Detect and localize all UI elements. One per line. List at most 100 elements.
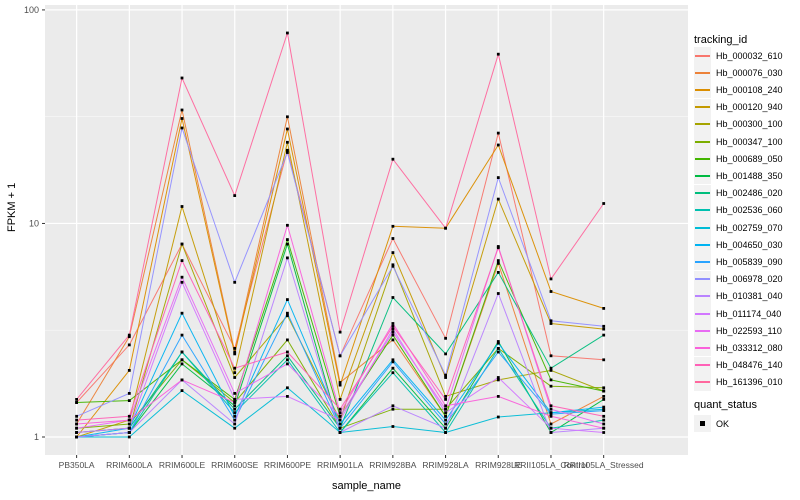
legend-item-label: Hb_001488_350 [716,170,783,181]
legend-item-Hb_000108_240[interactable]: Hb_000108_240 [694,81,783,99]
legend-key-swatch [694,81,711,99]
legend-item-label: Hb_000108_240 [716,84,783,95]
legend-item-Hb_002536_060[interactable]: Hb_002536_060 [694,201,783,219]
data-point [391,338,395,342]
legend-key-swatch [694,236,711,254]
data-point [391,264,395,268]
data-point [75,418,78,422]
data-point [602,327,606,331]
legend-item-Hb_000032_610[interactable]: Hb_000032_610 [694,47,783,64]
data-point [391,224,395,228]
data-point [496,52,500,56]
legend-title-tracking-id: tracking_id [694,34,748,46]
legend-item-label: Hb_002536_060 [716,205,783,216]
data-point [75,435,78,439]
legend-item-Hb_010381_040[interactable]: Hb_010381_040 [694,287,783,305]
data-point [127,399,131,402]
y-axis-title: FPKM + 1 [6,182,18,232]
legend-key-swatch [694,253,711,271]
legend-item-label: Hb_048476_140 [716,360,783,371]
legend-item-Hb_002759_070[interactable]: Hb_002759_070 [694,219,783,236]
data-point [75,401,78,404]
data-point [444,407,447,411]
legend-item-Hb_000300_100[interactable]: Hb_000300_100 [694,115,783,133]
legend-item-label: Hb_010381_040 [716,291,783,302]
legend-key-swatch [694,133,711,150]
data-point [549,422,553,426]
legend-item-Hb_161396_010[interactable]: Hb_161396_010 [694,373,783,391]
data-point [444,422,447,426]
data-point [286,127,289,131]
y-tick-label: 10 [29,218,39,228]
legend-item-Hb_000347_100[interactable]: Hb_000347_100 [694,133,783,150]
legend-line-icon [695,209,710,212]
legend-item-label: Hb_000120_940 [716,102,783,113]
data-point [180,389,184,392]
legend-line-icon [695,54,710,57]
data-point [338,422,342,426]
legend-item-label: Hb_000689_050 [716,153,783,164]
data-point [391,324,395,328]
data-point [549,411,553,415]
y-tick-label: 100 [24,5,39,15]
data-point [180,117,184,120]
data-point [286,395,289,398]
x-tick-label: RRIM600LA [106,460,153,470]
legend-line-icon [695,71,710,74]
x-tick-label: RRIM600PE [264,460,312,470]
legend-item-Hb_011174_040[interactable]: Hb_011174_040 [694,305,781,322]
legend-item-label: Hb_000300_100 [716,119,783,130]
data-point [180,259,184,262]
legend-title-quant-status: quant_status [694,399,757,411]
legend-key-swatch [694,270,711,288]
data-point [286,31,289,35]
data-point [338,414,342,418]
data-point [338,407,342,411]
data-point [180,362,184,366]
legend-item-Hb_000120_940[interactable]: Hb_000120_940 [694,98,783,116]
data-point [286,151,289,154]
data-point [444,373,447,377]
data-point [444,431,447,434]
legend-item-Hb_048476_140[interactable]: Hb_048476_140 [694,356,783,374]
legend-item-Hb_006978_020[interactable]: Hb_006978_020 [694,270,783,288]
legend-item-Hb_001488_350[interactable]: Hb_001488_350 [694,167,783,185]
data-point [496,271,500,274]
legend-item-Hb_005839_090[interactable]: Hb_005839_090 [694,253,783,271]
data-point [338,426,342,430]
data-point [496,347,500,350]
legend-key-swatch [694,373,711,391]
legend-item-label: Hb_005839_090 [716,256,783,267]
data-point [286,358,289,362]
legend-item-Hb_002486_020[interactable]: Hb_002486_020 [694,184,783,202]
legend-item-Hb_000689_050[interactable]: Hb_000689_050 [694,150,783,168]
plot-panel [45,5,688,455]
data-point [233,398,237,401]
data-point [602,398,606,401]
data-point [549,354,553,358]
quant-legend-item-OK[interactable]: OK [694,415,729,432]
data-point [602,407,606,411]
data-point [338,381,342,384]
data-point [286,362,289,366]
data-point [496,246,500,250]
data-point [391,157,395,161]
data-point [338,330,342,334]
data-point [496,341,500,345]
legend-item-Hb_033312_080[interactable]: Hb_033312_080 [694,339,783,357]
data-point [549,378,553,382]
data-point [444,411,447,415]
data-point [180,280,184,284]
legend-item-Hb_000076_030[interactable]: Hb_000076_030 [694,64,783,82]
data-point [549,426,553,430]
legend-line-icon [695,226,710,229]
legend-item-Hb_004650_030[interactable]: Hb_004650_030 [694,236,783,254]
data-point [444,376,447,379]
data-point [180,333,184,337]
legend-line-icon [695,174,710,177]
legend-item-Hb_022593_110[interactable]: Hb_022593_110 [694,322,782,340]
data-point [75,426,78,430]
data-point [496,378,500,382]
x-tick-label: RRIM928LE [475,460,522,470]
quant-status-label: OK [716,418,730,429]
